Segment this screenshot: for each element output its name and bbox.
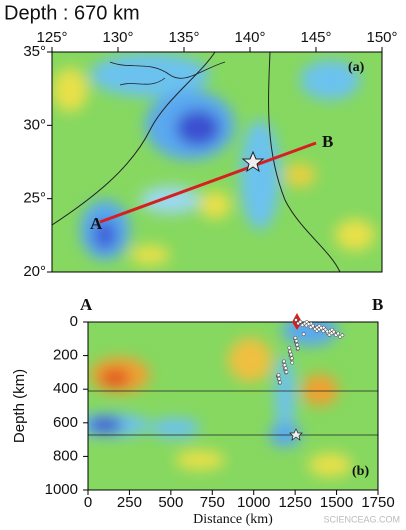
x-tick-label: 125° bbox=[36, 29, 67, 46]
star bbox=[241, 150, 265, 173]
hypocenter bbox=[294, 318, 298, 322]
hypocenter bbox=[282, 359, 286, 364]
x-tick-label: 135° bbox=[168, 29, 199, 46]
hypocenter bbox=[289, 352, 293, 357]
hypocenter bbox=[290, 360, 295, 365]
x-axis-label: Distance (km) bbox=[193, 512, 273, 527]
point-label: B bbox=[322, 132, 333, 151]
hypocenter bbox=[306, 322, 311, 326]
hypocenter bbox=[293, 335, 298, 340]
y-tick-label: 30° bbox=[23, 116, 46, 133]
x-tick-label: 0 bbox=[84, 494, 92, 511]
hypocenter bbox=[278, 380, 282, 385]
y-tick-label: 25° bbox=[23, 190, 46, 207]
hypocenter bbox=[284, 370, 289, 374]
hypocenter bbox=[311, 323, 315, 328]
y-tick-label: 200 bbox=[53, 347, 78, 364]
hypocenter bbox=[296, 346, 300, 351]
hypocenter bbox=[277, 376, 282, 381]
watermark: SCIENCEAG.COM bbox=[323, 514, 400, 524]
x-tick-label: 130° bbox=[102, 29, 133, 46]
x-tick-label: 750 bbox=[200, 494, 225, 511]
hypocenter bbox=[331, 329, 336, 334]
y-tick-label: 20° bbox=[23, 263, 46, 280]
y-tick-label: 1000 bbox=[45, 481, 78, 498]
hypocenter bbox=[301, 332, 306, 336]
panel-label: (a) bbox=[348, 60, 365, 75]
section-image bbox=[88, 322, 378, 490]
x-tick-label: 1000 bbox=[237, 494, 270, 511]
hypocenter bbox=[287, 345, 292, 350]
hypocenter bbox=[295, 342, 300, 347]
map-frame bbox=[51, 51, 383, 273]
hypocenter bbox=[282, 363, 287, 367]
hypocenter bbox=[276, 373, 281, 377]
x-tick-label: 250 bbox=[117, 494, 142, 511]
hypocenter bbox=[289, 356, 294, 361]
map-image bbox=[52, 52, 382, 272]
x-tick-label: 145° bbox=[300, 29, 331, 46]
point-label: A bbox=[80, 295, 93, 314]
x-tick-label: 1500 bbox=[320, 494, 353, 511]
x-tick-label: 140° bbox=[234, 29, 265, 46]
point-label: A bbox=[90, 214, 103, 233]
hypocenter bbox=[288, 349, 292, 354]
y-tick-label: 600 bbox=[53, 414, 78, 431]
hypocenter bbox=[340, 333, 345, 338]
y-tick-label: 35° bbox=[23, 43, 46, 60]
hypocenter bbox=[298, 319, 303, 324]
star bbox=[289, 428, 303, 441]
panel-label: (b) bbox=[352, 464, 369, 479]
y-tick-label: 800 bbox=[53, 447, 78, 464]
x-tick-label: 1750 bbox=[361, 494, 394, 511]
hypocenter bbox=[336, 331, 340, 336]
hypocenter bbox=[283, 366, 288, 371]
x-tick-label: 150° bbox=[366, 29, 397, 46]
y-tick-label: 400 bbox=[53, 380, 78, 397]
y-tick-label: 0 bbox=[70, 313, 78, 330]
profile-line bbox=[99, 141, 317, 224]
x-tick-label: 500 bbox=[158, 494, 183, 511]
hypocenter bbox=[319, 325, 324, 330]
hypocenter bbox=[294, 339, 299, 343]
x-tick-label: 1250 bbox=[278, 494, 311, 511]
section-frame bbox=[87, 321, 379, 491]
point-label: B bbox=[372, 295, 383, 314]
y-axis-label: Depth (km) bbox=[11, 369, 28, 443]
hypocenter bbox=[325, 329, 330, 334]
title: Depth : 670 km bbox=[4, 2, 140, 24]
